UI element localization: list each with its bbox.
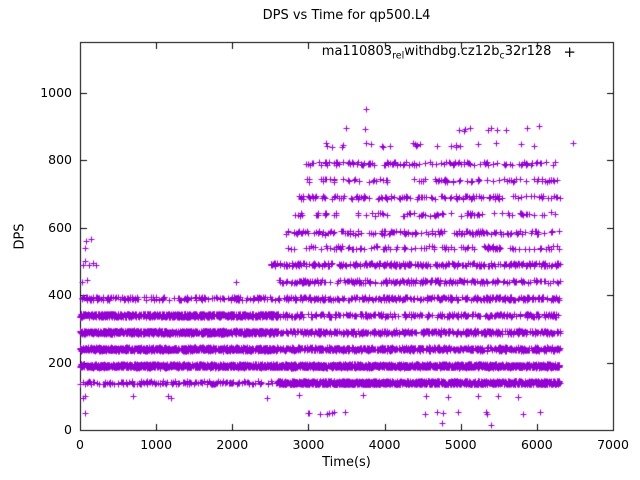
gnuplot-scatter-chart: DPS vs Time for qp500.L4 ma110803relwith… <box>0 0 640 480</box>
scatter-plot-canvas <box>0 0 640 480</box>
